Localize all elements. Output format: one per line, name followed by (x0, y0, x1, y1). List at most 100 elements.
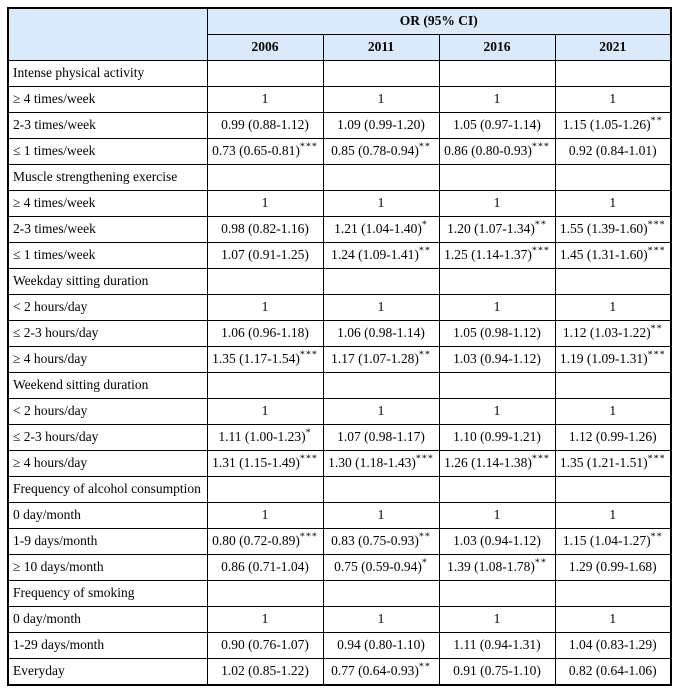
data-row: ≤ 1 times/week 1.07 (0.91-1.25) 1.24 (1.09… (7, 242, 672, 269)
or-95ci-table: OR (95% CI) 2006 2011 2016 2021 Intense phy… (7, 7, 672, 686)
empty-cell (554, 372, 672, 399)
significance-marker: ** (418, 661, 431, 673)
or-value-cell: 1.17 (1.07-1.28)** (322, 346, 440, 373)
or-value-cell: 1.11 (0.94-1.31) (438, 632, 556, 659)
or-value-cell: 1 (554, 502, 672, 529)
row-label: ≥ 4 hours/day (7, 346, 208, 373)
section-row: Intense physical activity (7, 60, 672, 87)
or-value-cell: 0.73 (0.65-0.81)*** (206, 138, 324, 165)
or-value-cell: 1 (206, 294, 324, 321)
empty-cell (322, 476, 440, 503)
row-label: Everyday (7, 658, 208, 686)
significance-marker: *** (647, 453, 666, 465)
empty-cell (438, 164, 556, 191)
significance-marker: *** (531, 453, 550, 465)
table-body: Intense physical activity ≥ 4 times/week 1… (7, 60, 672, 686)
or-value-cell: 1.15 (1.04-1.27)** (554, 528, 672, 555)
row-label: 1-29 days/month (7, 632, 208, 659)
or-value-cell: 1 (322, 294, 440, 321)
data-row: 2-3 times/week 0.99 (0.88-1.12) 1.09 (0.99… (7, 112, 672, 139)
or-value-cell: 0.75 (0.59-0.94)* (322, 554, 440, 581)
or-value-cell: 0.86 (0.80-0.93)*** (438, 138, 556, 165)
empty-cell (554, 60, 672, 87)
empty-cell (554, 580, 672, 607)
significance-marker: *** (299, 349, 318, 361)
or-value-cell: 1 (206, 398, 324, 425)
or-value-cell: 1 (438, 502, 556, 529)
row-label: 0 day/month (7, 502, 208, 529)
or-value-cell: 1.39 (1.08-1.78)** (438, 554, 556, 581)
empty-cell (438, 580, 556, 607)
row-label: 0 day/month (7, 606, 208, 633)
empty-cell (438, 268, 556, 295)
or-value-cell: 1 (554, 190, 672, 217)
or-value-cell: 0.98 (0.82-1.16) (206, 216, 324, 243)
or-value-cell: 1.21 (1.04-1.40)* (322, 216, 440, 243)
or-value-cell: 1.55 (1.39-1.60)*** (554, 216, 672, 243)
data-row: 1-9 days/month 0.80 (0.72-0.89)*** 0.83 (0… (7, 528, 672, 555)
or-value-cell: 1 (438, 398, 556, 425)
group-header-row: OR (95% CI) (7, 7, 672, 61)
row-label: ≤ 1 times/week (7, 138, 208, 165)
or-value-cell: 0.90 (0.76-1.07) (206, 632, 324, 659)
or-value-cell: 1 (554, 86, 672, 113)
empty-cell (322, 60, 440, 87)
or-value-cell: 1 (322, 606, 440, 633)
or-value-cell: 1.03 (0.94-1.12) (438, 528, 556, 555)
or-value-cell: 1 (206, 190, 324, 217)
year-header-2016: 2016 (438, 34, 556, 61)
section-title: Weekend sitting duration (7, 372, 208, 399)
or-value-cell: 1.19 (1.09-1.31)*** (554, 346, 672, 373)
or-value-cell: 1.03 (0.94-1.12) (438, 346, 556, 373)
empty-cell (438, 60, 556, 87)
empty-cell (554, 268, 672, 295)
empty-cell (438, 372, 556, 399)
year-header-2006: 2006 (206, 34, 324, 61)
section-title: Muscle strengthening exercise (7, 164, 208, 191)
empty-cell (322, 580, 440, 607)
or-value-cell: 1.29 (0.99-1.68) (554, 554, 672, 581)
row-label: < 2 hours/day (7, 294, 208, 321)
section-title: Weekday sitting duration (7, 268, 208, 295)
empty-cell (206, 580, 324, 607)
or-group-header: OR (95% CI) (206, 7, 672, 35)
or-value-cell: 0.86 (0.71-1.04) (206, 554, 324, 581)
row-label: ≤ 2-3 hours/day (7, 320, 208, 347)
row-label: ≥ 4 hours/day (7, 450, 208, 477)
data-row: ≥ 4 times/week 1 1 1 1 (7, 86, 672, 113)
or-value-cell: 1 (554, 294, 672, 321)
section-row: Weekday sitting duration (7, 268, 672, 295)
section-title: Frequency of alcohol consumption (7, 476, 208, 503)
row-label: 2-3 times/week (7, 112, 208, 139)
empty-cell (554, 476, 672, 503)
or-value-cell: 1.15 (1.05-1.26)** (554, 112, 672, 139)
significance-marker: * (421, 557, 428, 569)
data-row: ≥ 10 days/month 0.86 (0.71-1.04) 0.75 (0.5… (7, 554, 672, 581)
section-row: Muscle strengthening exercise (7, 164, 672, 191)
year-header-row: 2006 2011 2016 2021 (8, 34, 672, 61)
data-row: < 2 hours/day 1 1 1 1 (7, 294, 672, 321)
row-label: ≤ 2-3 hours/day (7, 424, 208, 451)
empty-cell (322, 268, 440, 295)
significance-marker: *** (415, 453, 434, 465)
row-label: ≥ 4 times/week (7, 86, 208, 113)
or-value-cell: 0.80 (0.72-0.89)*** (206, 528, 324, 555)
significance-marker: ** (418, 245, 431, 257)
significance-marker: ** (418, 349, 431, 361)
empty-cell (322, 372, 440, 399)
or-value-cell: 0.83 (0.75-0.93)** (322, 528, 440, 555)
data-row: ≤ 2-3 hours/day 1.11 (1.00-1.23)* 1.07 (0.… (7, 424, 672, 451)
or-value-cell: 0.91 (0.75-1.10) (438, 658, 556, 686)
significance-marker: *** (299, 141, 318, 153)
empty-cell (554, 164, 672, 191)
data-row: ≥ 4 times/week 1 1 1 1 (7, 190, 672, 217)
data-row: Everyday 1.02 (0.85-1.22) 0.77 (0.64-0.93)… (7, 658, 672, 686)
data-row: 0 day/month 1 1 1 1 (7, 502, 672, 529)
empty-cell (438, 476, 556, 503)
empty-cell (206, 60, 324, 87)
or-value-cell: 1 (322, 190, 440, 217)
or-value-cell: 1 (206, 606, 324, 633)
or-value-cell: 1.06 (0.98-1.14) (322, 320, 440, 347)
data-row: ≤ 2-3 hours/day 1.06 (0.96-1.18) 1.06 (0.9… (7, 320, 672, 347)
